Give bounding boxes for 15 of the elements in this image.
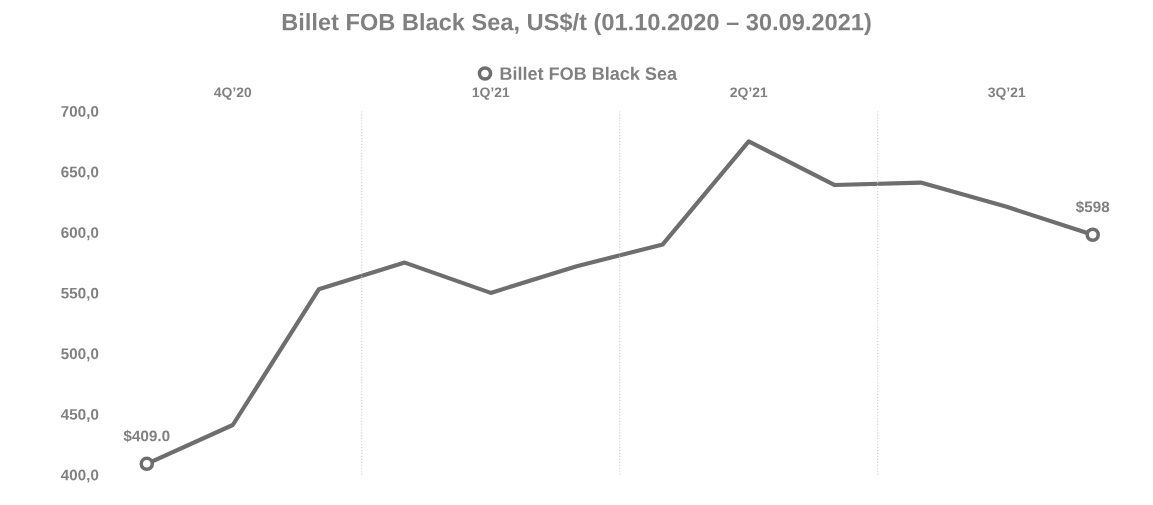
y-tick-label: 450,0 [60, 408, 99, 422]
x-tick-label: 4Q’20 [214, 87, 252, 100]
y-tick-label: 600,0 [61, 227, 99, 241]
y-tick-label: 650,0 [61, 166, 99, 180]
chart-title: Billet FOB Black Sea, US$/t (01.10.2020 – 30.09.2021) [282, 12, 871, 36]
legend-label: Billet FOB Black Sea [500, 66, 678, 81]
y-tick-label: 550,0 [61, 287, 99, 301]
x-tick-label: 2Q’21 [730, 87, 768, 100]
x-tick-label: 1Q’21 [472, 87, 510, 100]
y-tick-label: 700,0 [61, 105, 99, 119]
data-label: $598 [1075, 200, 1110, 214]
y-tick-label: 400,0 [60, 469, 99, 483]
x-tick-label: 3Q’21 [988, 87, 1026, 100]
y-tick-label: 500,0 [61, 348, 99, 362]
data-label: $409.0 [123, 429, 170, 443]
